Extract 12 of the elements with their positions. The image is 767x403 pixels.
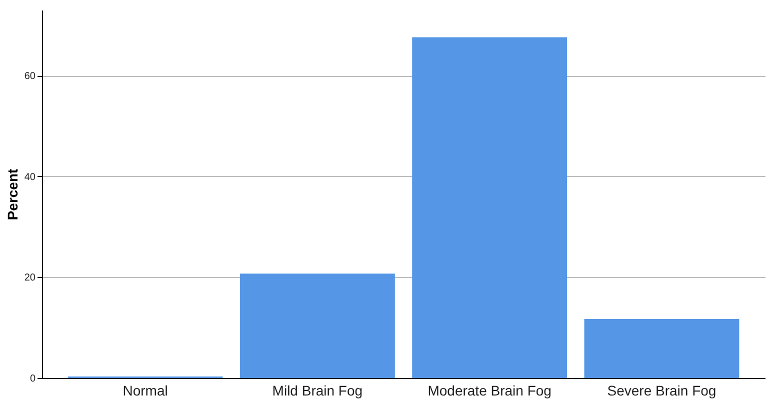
y-axis-title: Percent bbox=[4, 168, 20, 220]
x-tick-label: Normal bbox=[122, 382, 168, 398]
y-tick-label: 40 bbox=[24, 172, 36, 183]
x-tick-label: Mild Brain Fog bbox=[272, 382, 363, 398]
bar bbox=[584, 319, 740, 378]
y-tick-label: 60 bbox=[24, 71, 36, 82]
bar bbox=[412, 37, 568, 378]
y-tick-label: 0 bbox=[30, 374, 36, 384]
x-tick-label: Moderate Brain Fog bbox=[428, 382, 552, 398]
y-tick-label: 20 bbox=[24, 272, 36, 284]
bar bbox=[240, 274, 395, 378]
x-tick-label: Severe Brain Fog bbox=[607, 382, 716, 398]
